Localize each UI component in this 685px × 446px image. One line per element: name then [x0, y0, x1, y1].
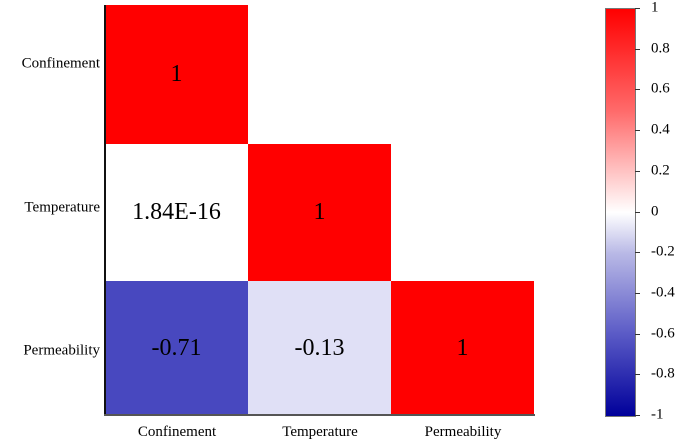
- x-axis-line: [104, 414, 535, 416]
- colorbar-tick: [635, 130, 640, 131]
- cell-value: 1.84E-16: [132, 199, 221, 225]
- cell-value: 1: [170, 61, 183, 87]
- row-label-confinement: Confinement: [21, 55, 100, 72]
- colorbar-tick-label: 0.6: [651, 80, 670, 97]
- col-label-permeability: Permeability: [424, 424, 502, 440]
- colorbar-tick-label: 0: [651, 203, 659, 220]
- colorbar-tick-label: 1: [651, 0, 659, 16]
- col-label-confinement: Confinement: [137, 424, 217, 440]
- colorbar-tick: [635, 212, 640, 213]
- colorbar-tick: [635, 49, 640, 50]
- colorbar-tick-label: 0.8: [651, 40, 670, 57]
- row-label-permeability: Permeability: [23, 342, 100, 359]
- colorbar-tick-label: 0.4: [651, 121, 670, 138]
- cell-permeability-temperature: -0.13: [248, 281, 391, 415]
- colorbar-tick: [635, 89, 640, 90]
- colorbar-tick-label: -0.6: [651, 325, 675, 342]
- colorbar-tick: [635, 374, 640, 375]
- colorbar-tick-label: -1: [651, 406, 664, 423]
- cell-confinement-confinement: 1: [105, 5, 248, 144]
- colorbar-tick-label: -0.4: [651, 284, 675, 301]
- colorbar-tick: [635, 8, 640, 9]
- colorbar-tick-label: -0.2: [651, 243, 675, 260]
- cell-value: -0.71: [151, 334, 202, 361]
- cell-value: 1: [456, 334, 469, 361]
- colorbar-tick-label: 0.2: [651, 162, 670, 179]
- colorbar: [605, 8, 636, 417]
- colorbar-tick: [635, 293, 640, 294]
- colorbar-tick: [635, 334, 640, 335]
- col-label-temperature: Temperature: [282, 424, 358, 440]
- y-axis-line: [104, 5, 106, 416]
- colorbar-tick: [635, 415, 640, 416]
- cell-permeability-permeability: 1: [391, 281, 534, 415]
- cell-permeability-confinement: -0.71: [105, 281, 248, 415]
- cell-value: 1: [313, 199, 326, 225]
- cell-temperature-temperature: 1: [248, 144, 391, 281]
- colorbar-tick: [635, 171, 640, 172]
- colorbar-tick-label: -0.8: [651, 365, 675, 382]
- cell-value: -0.13: [294, 334, 345, 361]
- cell-temperature-confinement: 1.84E-16: [105, 144, 248, 281]
- colorbar-tick: [635, 252, 640, 253]
- row-label-temperature: Temperature: [24, 199, 100, 216]
